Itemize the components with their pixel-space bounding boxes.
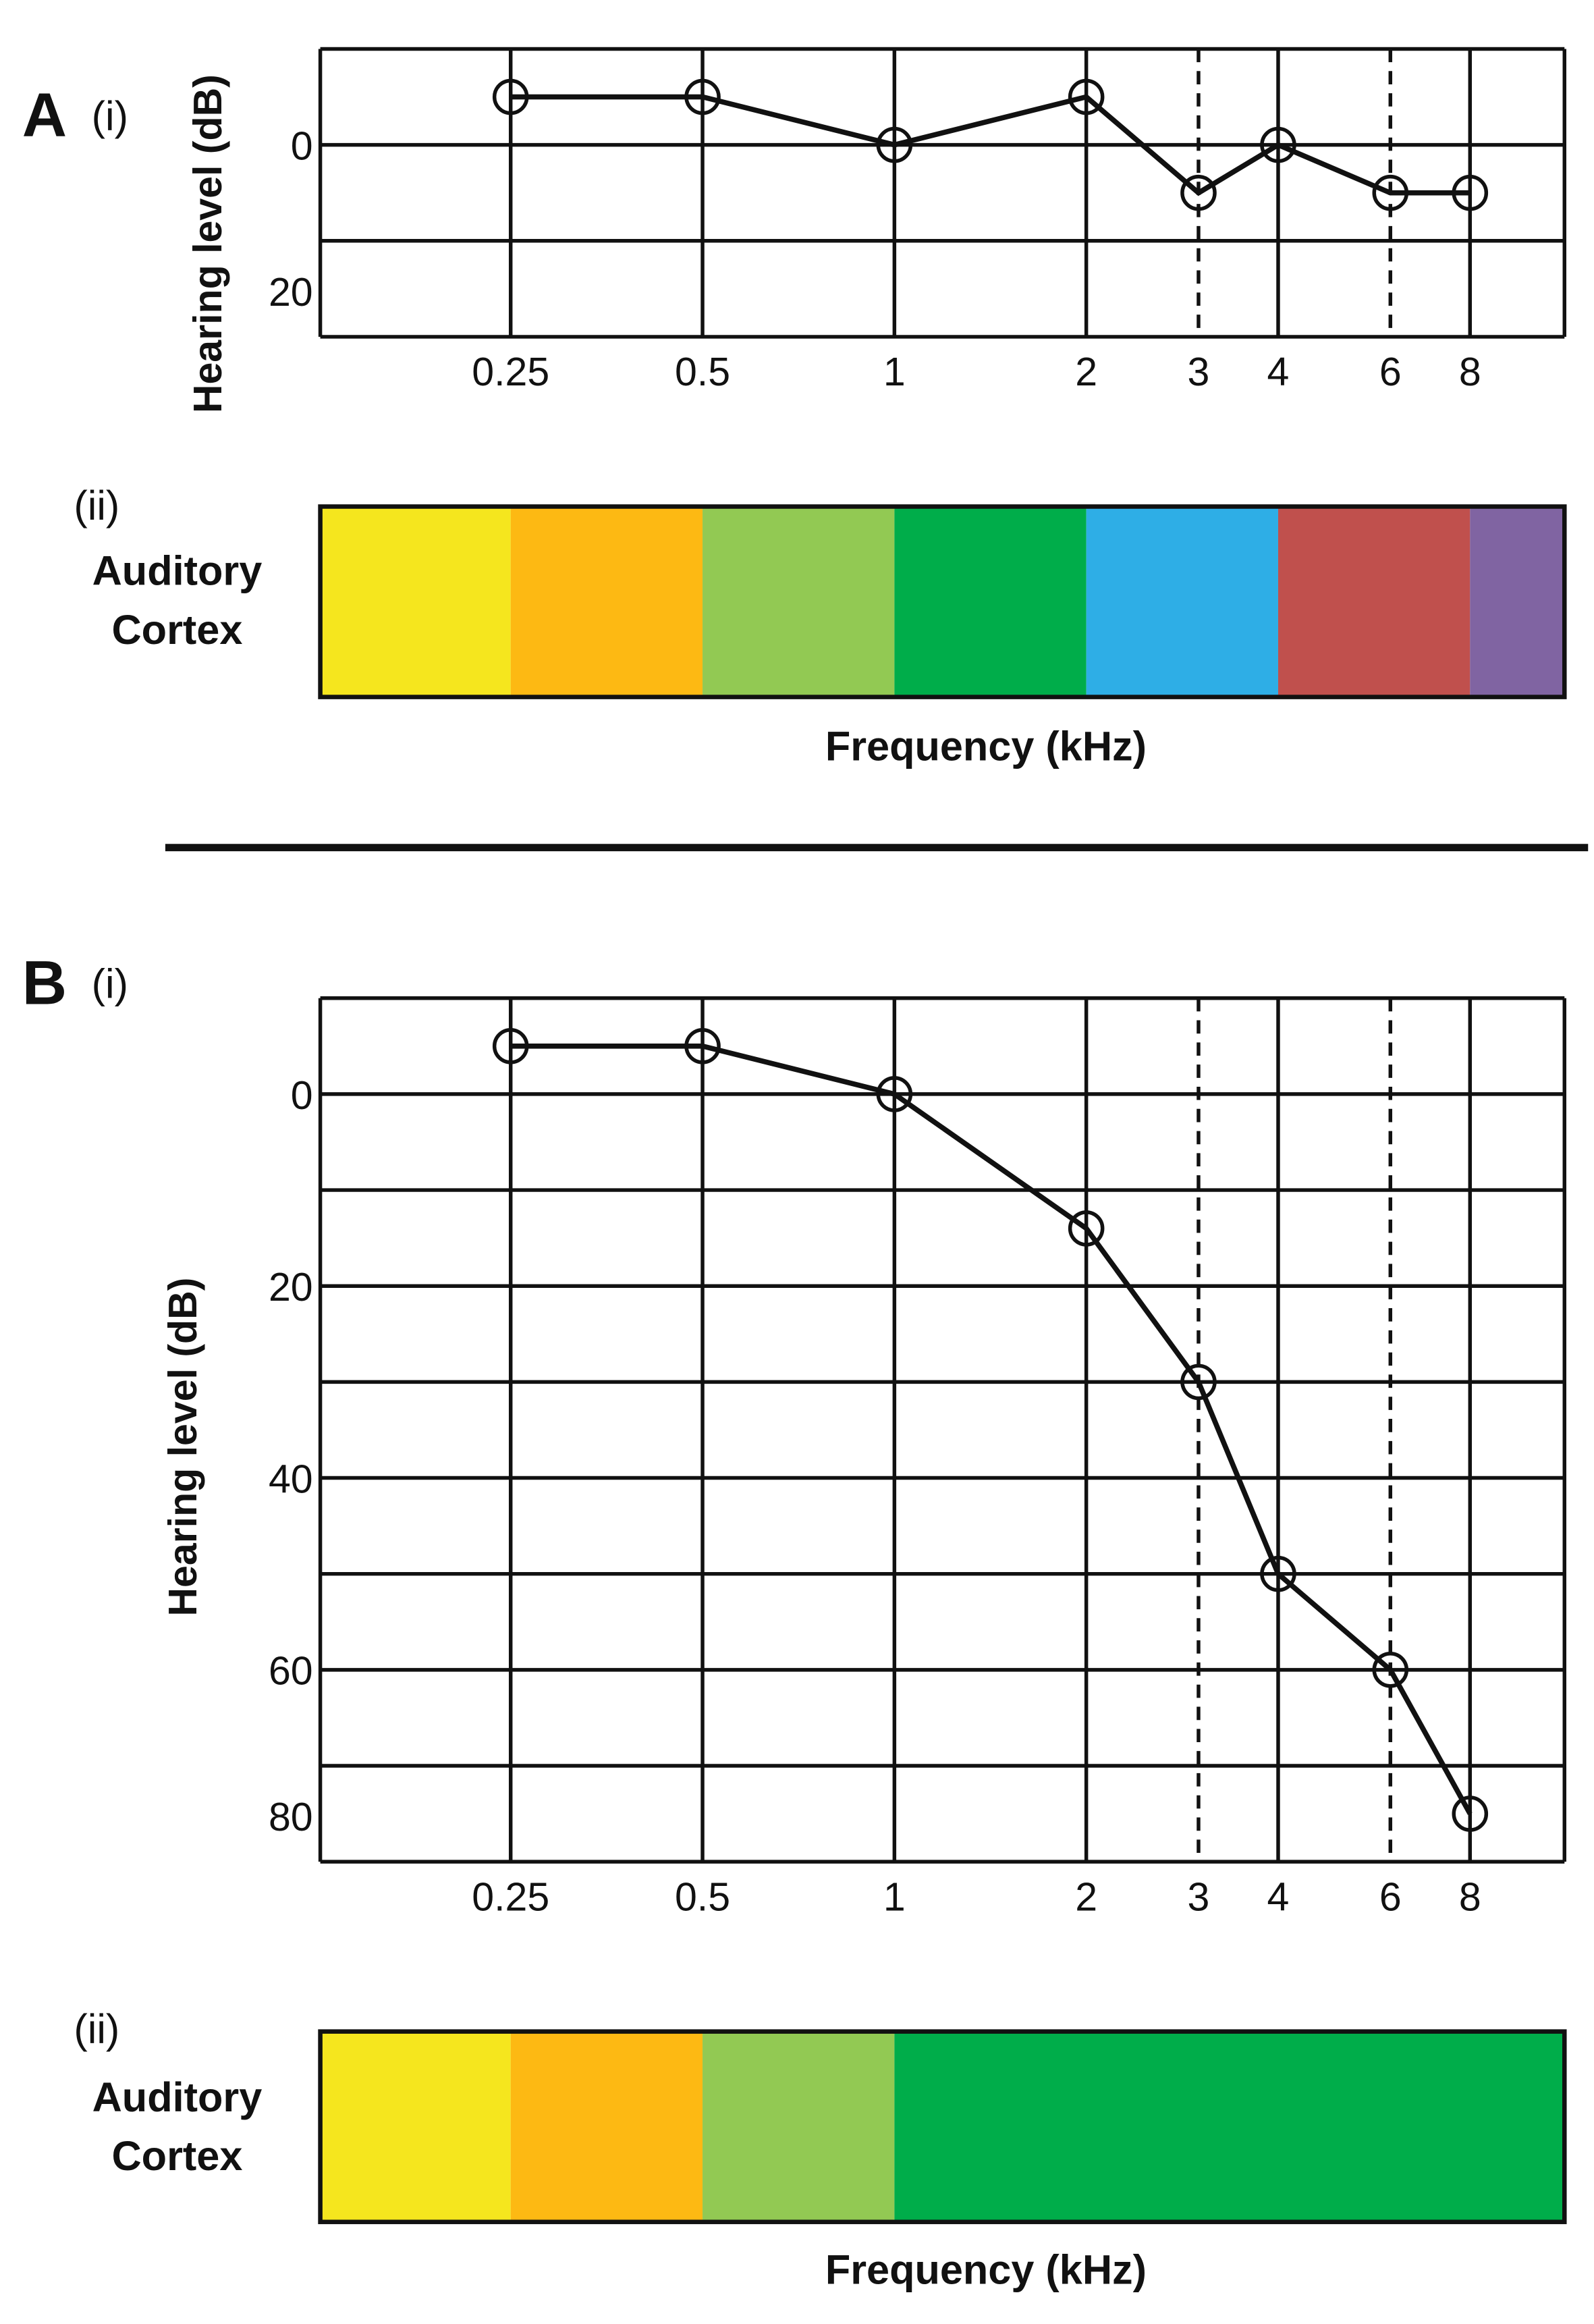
x-tick-label: 3 xyxy=(1188,1874,1210,1919)
x-tick-label: 0.25 xyxy=(472,350,549,394)
x-axis-title: Frequency (kHz) xyxy=(825,724,1147,769)
cortex-band xyxy=(1470,506,1565,697)
x-tick-label: 2 xyxy=(1075,1874,1097,1919)
cortex-band xyxy=(894,2031,1565,2222)
data-point xyxy=(684,78,721,115)
x-tick-label: 6 xyxy=(1379,350,1402,394)
cortex-title-line2: Cortex xyxy=(111,2133,242,2179)
x-tick-label: 1 xyxy=(883,1874,906,1919)
cortex-sub-label: (ii) xyxy=(74,483,119,529)
y-tick-label: 20 xyxy=(269,270,313,315)
data-point xyxy=(1180,174,1217,211)
data-point xyxy=(1372,1652,1409,1688)
x-axis-title: Frequency (kHz) xyxy=(825,2247,1147,2293)
panel-sub-label: (i) xyxy=(92,961,128,1007)
data-point xyxy=(1372,174,1409,211)
x-tick-label: 8 xyxy=(1459,350,1481,394)
panel-letter: A xyxy=(22,81,67,150)
cortex-band xyxy=(703,506,895,697)
cortex-bar-border xyxy=(318,2029,1567,2225)
panel-sub-label: (i) xyxy=(92,93,128,139)
x-tick-label: 3 xyxy=(1188,350,1210,394)
data-point xyxy=(1068,78,1105,115)
data-point xyxy=(492,78,529,115)
cortex-band xyxy=(703,2031,895,2222)
data-point xyxy=(1452,174,1489,211)
data-point xyxy=(1260,126,1296,163)
cortex-band xyxy=(1277,506,1471,697)
series-line xyxy=(510,94,1471,196)
cortex-band xyxy=(510,506,703,697)
y-axis-title: Hearing level (dB) xyxy=(161,1278,205,1617)
x-tick-label: 2 xyxy=(1075,350,1097,394)
y-tick-label: 20 xyxy=(269,1265,313,1309)
data-point xyxy=(1068,1210,1105,1247)
cortex-sub-label: (ii) xyxy=(74,2006,119,2052)
cortex-band xyxy=(894,506,1087,697)
y-tick-label: 60 xyxy=(269,1649,313,1694)
y-tick-label: 40 xyxy=(269,1457,313,1501)
cortex-title-line1: Auditory xyxy=(92,2074,263,2120)
cortex-band xyxy=(510,2031,703,2222)
data-point xyxy=(1260,1555,1296,1592)
x-tick-label: 8 xyxy=(1459,1874,1481,1919)
data-point xyxy=(684,1028,721,1064)
data-point xyxy=(876,126,913,163)
x-tick-label: 0.25 xyxy=(472,1874,549,1919)
x-tick-label: 0.5 xyxy=(675,1874,730,1919)
x-tick-label: 4 xyxy=(1267,350,1290,394)
cortex-title-line2: Cortex xyxy=(111,607,242,653)
x-tick-label: 6 xyxy=(1379,1874,1402,1919)
data-point xyxy=(1180,1363,1217,1401)
cortex-title-line1: Auditory xyxy=(92,547,263,593)
y-tick-label: 80 xyxy=(269,1795,313,1839)
x-tick-label: 4 xyxy=(1267,1874,1290,1919)
panel-a: A (i) 0.25 0.5 1 2 3 4 6 8 0 20 Hearing level (dB) (i… xyxy=(22,47,1567,769)
data-point xyxy=(876,1076,913,1112)
series-line xyxy=(510,1043,1473,1815)
cortex-band xyxy=(320,2031,511,2222)
cortex-band xyxy=(1086,506,1278,697)
data-point xyxy=(492,1028,529,1064)
x-tick-label: 1 xyxy=(883,350,906,394)
panel-letter: B xyxy=(22,948,67,1017)
cortex-band xyxy=(320,506,511,697)
data-point xyxy=(1452,1795,1489,1832)
y-axis-title: Hearing level (dB) xyxy=(186,74,230,413)
y-tick-label: 0 xyxy=(291,124,313,169)
cortex-bar-border xyxy=(318,504,1567,699)
x-tick-label: 0.5 xyxy=(675,350,730,394)
y-tick-label: 0 xyxy=(291,1073,313,1118)
